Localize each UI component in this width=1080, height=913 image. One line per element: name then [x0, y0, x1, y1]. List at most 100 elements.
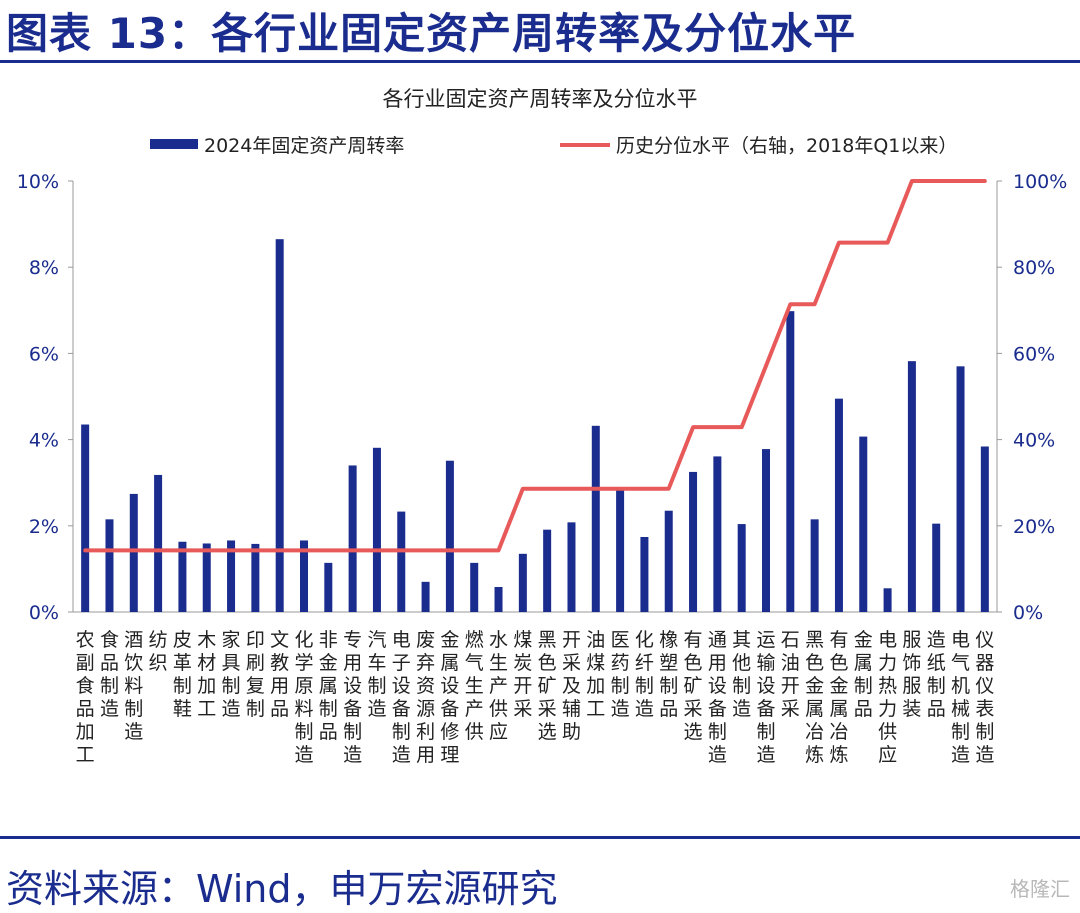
x-tick-label: 有色金属冶炼	[829, 629, 848, 766]
watermark: 格隆汇	[1010, 877, 1070, 901]
y-left-tick-label: 8%	[29, 257, 59, 279]
bar	[227, 540, 236, 612]
x-tick-label: 电力热力供应	[878, 629, 897, 766]
x-tick-label: 电子设备制造	[392, 629, 411, 766]
x-tick-label: 农副食品加工	[76, 629, 95, 766]
x-tick-label: 有色矿采选	[684, 629, 703, 743]
bar	[324, 562, 333, 612]
line-series	[83, 179, 987, 553]
x-tick-label: 开采及辅助	[562, 629, 581, 743]
x-tick-label: 化学原料制造	[294, 629, 313, 766]
y-right-tick-label: 0%	[1013, 602, 1043, 624]
y-left-tick-label: 0%	[29, 602, 59, 624]
y-left-tick-label: 6%	[29, 343, 59, 365]
legend-bar-swatch	[150, 139, 198, 149]
y-right-tick-label: 20%	[1013, 516, 1055, 538]
x-tick-label: 废弃资源利用	[416, 629, 435, 766]
bar	[372, 447, 381, 612]
x-tick-label: 纺织	[149, 629, 168, 674]
x-axis-labels: 农副食品加工食品制造酒饮料制造纺织皮革制鞋木材加工家具制造印刷复制文教用品化学原…	[76, 629, 995, 766]
legend: 2024年固定资产周转率 历史分位水平（右轴，2018年Q1以来）	[150, 135, 957, 157]
bar	[834, 398, 843, 612]
x-tick-label: 仪器仪表制造	[975, 629, 994, 766]
x-tick-label: 燃气生产供	[465, 629, 484, 743]
chart-title: 各行业固定资产周转率及分位水平	[383, 87, 698, 111]
x-tick-label: 印刷复制	[246, 629, 265, 720]
bar	[397, 511, 406, 612]
x-tick-label: 造纸制品	[927, 629, 946, 720]
y-right-tick-label: 100%	[1013, 171, 1067, 193]
bar	[616, 489, 625, 612]
bar	[932, 523, 941, 612]
bar	[664, 510, 673, 612]
bar	[640, 537, 649, 612]
bar	[81, 424, 90, 612]
y-left-tick-label: 10%	[17, 171, 59, 193]
bar	[786, 311, 795, 612]
bar	[251, 543, 260, 612]
y-right-tick-label: 60%	[1013, 343, 1055, 365]
x-tick-label: 专用设备制造	[343, 629, 362, 766]
bar	[202, 543, 211, 612]
x-tick-label: 木材加工	[197, 629, 216, 720]
bar	[883, 588, 892, 612]
bar	[713, 456, 722, 612]
bar	[543, 529, 552, 612]
x-tick-label: 皮革制鞋	[173, 629, 192, 720]
x-tick-label: 油煤加工	[586, 629, 605, 720]
x-tick-label: 橡塑制品	[659, 629, 678, 720]
x-tick-label: 煤炭开采	[513, 629, 532, 720]
x-tick-label: 水生产供应	[489, 629, 508, 743]
x-tick-label: 汽车制造	[367, 629, 386, 720]
footer-rule	[0, 836, 1080, 839]
y-left-tick-label: 4%	[29, 430, 59, 452]
x-tick-label: 其他制造	[732, 629, 751, 720]
bar	[518, 553, 527, 612]
bar	[762, 449, 770, 612]
bar	[494, 587, 503, 612]
bar	[737, 524, 746, 612]
bar	[129, 493, 138, 612]
x-tick-label: 通用设备制造	[708, 629, 727, 766]
bar	[689, 471, 698, 612]
page-title: 图表 13：各行业固定资产周转率及分位水平	[6, 9, 857, 58]
source-note: 资料来源：Wind，申万宏源研究	[6, 867, 558, 911]
bar	[445, 460, 454, 612]
bar	[859, 436, 868, 612]
x-tick-label: 黑色金属冶炼	[805, 629, 824, 766]
x-tick-label: 石油开采	[781, 629, 800, 720]
x-tick-label: 运输设备制造	[756, 629, 775, 766]
bar	[300, 540, 308, 612]
x-tick-label: 医药制造	[611, 629, 630, 720]
x-tick-label: 化纤制造	[635, 629, 654, 720]
x-tick-label: 服饰服装	[902, 629, 921, 720]
title-rule	[0, 60, 1080, 63]
y-left-tick-label: 2%	[29, 516, 59, 538]
x-tick-label: 电气机械制造	[951, 629, 970, 766]
bar	[907, 361, 916, 612]
bar	[591, 425, 600, 612]
x-tick-label: 家具制造	[222, 629, 241, 720]
axes: 0% 2% 4% 6% 8% 10% 0% 20% 40% 60% 80% 100%	[17, 171, 1068, 624]
bar	[470, 562, 479, 612]
percentile-line	[83, 179, 987, 553]
x-tick-label: 非金属制品	[319, 629, 338, 743]
bar	[956, 366, 965, 612]
bar	[980, 446, 989, 612]
y-right-tick-label: 40%	[1013, 430, 1055, 452]
y-right-tick-label: 80%	[1013, 257, 1055, 279]
x-tick-label: 金属设备修理	[440, 629, 459, 766]
bar-series	[81, 239, 989, 612]
x-tick-label: 文教用品	[270, 629, 289, 720]
bar	[105, 519, 114, 612]
bar	[275, 239, 284, 612]
bar	[348, 465, 357, 612]
legend-bar-label: 2024年固定资产周转率	[204, 135, 404, 157]
bar	[154, 474, 163, 612]
bar	[810, 519, 819, 612]
bar	[421, 581, 430, 612]
x-tick-label: 黑色矿采选	[538, 629, 557, 743]
legend-line-label: 历史分位水平（右轴，2018年Q1以来）	[616, 135, 957, 157]
x-tick-label: 酒饮料制造	[124, 629, 143, 743]
